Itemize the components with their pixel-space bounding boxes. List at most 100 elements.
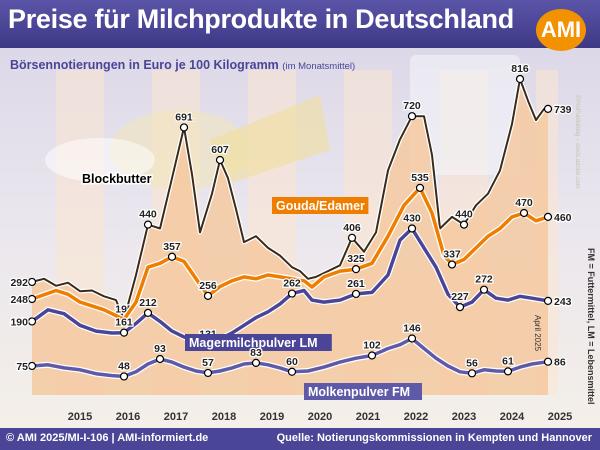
data-point-molken [203,368,213,378]
chart-subtitle: Börsennotierungen in Euro je 100 Kilogra… [10,58,355,72]
data-point-magermilch [479,285,489,294]
data-label-blockbutter: 739 [554,104,572,116]
data-point-blockbutter [347,233,357,242]
data-label-molken: 102 [363,340,381,352]
data-label-blockbutter: 292 [10,277,28,289]
series-name-box-molken [304,383,422,400]
header-bar [0,0,600,48]
data-point-gouda [27,294,37,304]
series-line-gouda [31,186,549,322]
data-point-molken [27,361,37,371]
data-label-gouda: 337 [443,249,461,261]
x-tick-label: 2019 [260,411,284,423]
data-label-molken: 56 [466,357,478,369]
chart-title: Preise für Milchprodukte in Deutschland [8,4,514,34]
data-point-molken [543,357,553,366]
data-point-gouda [447,260,457,269]
data-point-magermilch [455,303,465,312]
data-point-blockbutter [543,104,553,113]
subtitle-note: (im Monatsmittel) [282,61,356,72]
data-point-molken [367,351,377,360]
data-point-gouda [351,265,361,274]
series-line-molken [31,336,549,379]
data-label-magermilch: 161 [115,317,133,329]
data-point-magermilch [143,308,153,318]
data-label-blockbutter: 691 [175,111,193,123]
data-label-gouda: 248 [10,294,28,306]
subtitle-text: Börsennotierungen in Euro je 100 Kilogra… [10,58,279,72]
data-label-molken: 60 [286,356,298,368]
background-illustration [45,55,520,190]
data-point-magermilch [407,224,417,233]
x-axis: 2015 2016 2017 2018 2019 2020 2021 2022 2023 2024… [68,248,596,423]
series-area-blockbutter [32,79,548,395]
date-note: April 2025 [533,315,542,352]
data-label-molken: 75 [16,361,28,373]
footer-bar: © AMI 2025/MI-I-106 | AMI-informiert.de … [0,428,600,450]
data-label-gouda: 256 [199,280,217,292]
data-label-magermilch: 212 [139,297,157,309]
x-tick-label: 2018 [212,411,236,423]
series-name-box-gouda [272,197,369,214]
data-point-gouda [519,208,529,218]
ami-logo: AMI [536,9,586,51]
data-label-molken: 146 [403,322,421,334]
data-point-molken [251,358,261,367]
series-name-box-magermilch [185,334,332,351]
data-label-blockbutter: 406 [343,222,361,234]
data-label-molken: 48 [118,360,130,372]
data-point-magermilch [543,296,553,306]
data-point-molken [155,354,165,364]
data-label-gouda: 470 [515,197,533,209]
plot-area: 292195440691607406720440816739Blockbutte… [9,62,573,400]
data-point-molken [467,369,477,378]
data-label-magermilch: 261 [347,278,365,290]
data-label-molken: 93 [154,343,166,355]
data-label-molken: 86 [554,357,566,369]
data-label-magermilch: 243 [554,296,572,308]
x-tick-label: 2020 [308,411,332,423]
x-tick-label: 2016 [116,411,140,423]
series-name-blockbutter: Blockbutter [82,172,152,186]
data-label-gouda: 357 [163,241,181,253]
side-note: FM = Futtermittel, LM = Lebensmittel [586,248,596,405]
data-label-blockbutter: 816 [511,63,529,75]
data-point-magermilch [119,328,129,337]
data-label-magermilch: 272 [475,274,493,286]
series-name-molken: Molkenpulver FM [308,385,410,399]
data-label-magermilch: 227 [451,291,469,303]
data-label-gouda: 535 [411,172,429,184]
data-point-gouda [203,291,213,300]
data-label-blockbutter: 440 [139,209,157,221]
data-point-blockbutter [459,220,469,229]
x-tick-label: 2022 [404,411,428,423]
data-point-magermilch [27,317,37,326]
x-tick-label: 2024 [500,411,525,423]
data-point-blockbutter [143,220,153,229]
footer-source: Quelle: Notierungskommissionen in Kempte… [276,432,592,444]
data-point-gouda [167,252,177,261]
data-label-molken: 83 [250,347,262,359]
x-tick-label: 2023 [452,411,476,423]
footer-copyright: © AMI 2025/MI-I-106 | AMI-informiert.de [6,432,209,444]
data-point-gouda [543,212,553,221]
data-label-magermilch: 190 [10,316,28,328]
data-label-blockbutter: 607 [211,144,229,156]
data-point-blockbutter [215,155,225,165]
data-label-blockbutter: 440 [455,209,473,221]
data-label-gouda: 325 [347,253,365,265]
x-tick-label: 2015 [68,411,92,423]
data-label-gouda: 460 [554,212,572,224]
x-tick-label: 2021 [356,411,380,423]
x-tick-label: 2017 [164,411,188,423]
data-point-blockbutter [515,74,525,84]
data-point-magermilch [351,289,361,299]
data-point-molken [503,367,513,376]
image-copyright: ©ProPublishing – stock.adobe.com [574,95,580,189]
data-label-molken: 57 [202,357,214,369]
data-point-molken [119,372,129,381]
series-name-magermilch: Magermilchpulver LM [189,336,318,350]
data-point-molken [407,334,417,343]
data-point-molken [287,367,297,376]
